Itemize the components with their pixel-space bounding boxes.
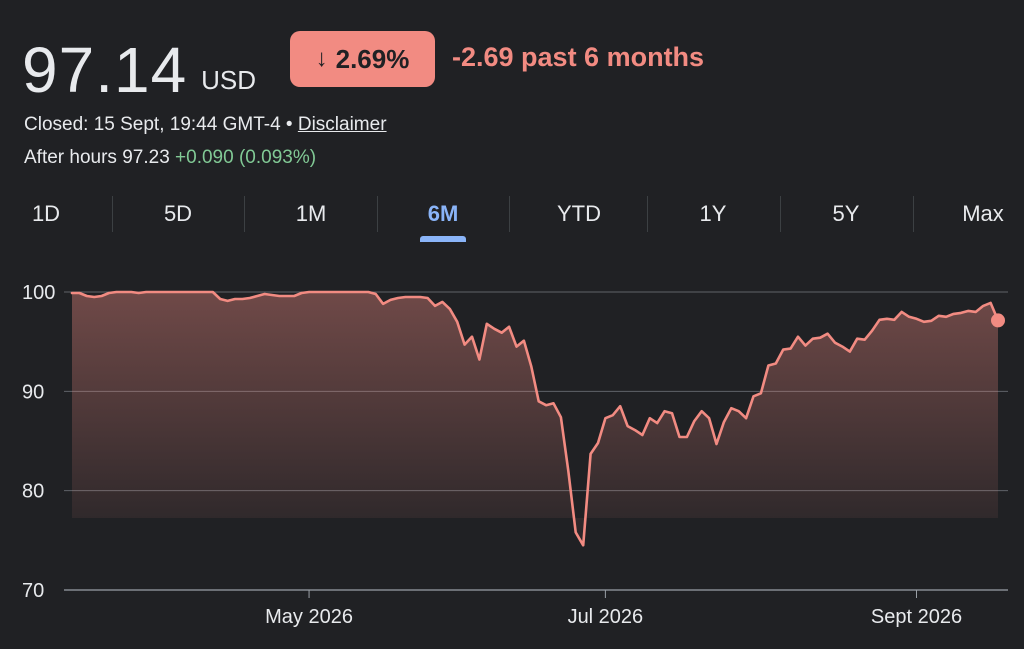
x-tick-label: Jul 2026 [568,606,644,628]
tab-6m[interactable]: 6M [427,201,459,226]
tab-divider [913,196,914,232]
current-price-point [991,313,1005,328]
after-hours-info: After hours 97.23 +0.090 (0.093%) [24,147,316,169]
tab-5d[interactable]: 5D [163,201,193,226]
price-area [72,292,998,546]
y-tick-label: 70 [22,580,44,602]
price-row: 97.14 USD [22,22,256,102]
x-axis: May 2026 Jul 2026 Sept 2026 [265,590,962,628]
tab-divider [377,196,378,232]
tab-5y[interactable]: 5Y [832,201,860,226]
tab-1d[interactable]: 1D [31,201,61,226]
currency-label: USD [201,65,257,95]
after-hours-change: +0.090 (0.093%) [175,147,317,168]
tab-ytd[interactable]: YTD [557,201,601,226]
price-chart[interactable]: 100 90 80 70 May 2026 Jul 2026 Sept 2026 [0,260,1024,649]
current-price: 97.14 [22,34,188,106]
tab-divider [780,196,781,232]
price-line [70,290,1000,547]
change-summary: -2.69 past 6 months [452,42,705,72]
disclaimer-link[interactable]: Disclaimer [297,114,387,135]
tab-divider [112,196,113,232]
tab-max[interactable]: Max [962,201,1004,226]
closed-text: Closed: 15 Sept, 19:44 GMT-4 • [24,114,293,135]
y-tick-label: 80 [22,481,44,503]
tab-1y[interactable]: 1Y [699,201,727,226]
tab-divider [647,196,648,232]
tab-divider [244,196,245,232]
change-percent: 2.69% [335,43,410,74]
active-tab-indicator [420,236,466,242]
y-axis-labels: 100 90 80 70 [22,282,55,602]
x-tick-label: May 2026 [265,606,353,628]
x-tick-label: Sept 2026 [871,606,962,628]
after-hours-label: After hours 97.23 [24,147,170,168]
y-tick-label: 90 [22,381,44,403]
y-tick-label: 100 [22,282,55,304]
range-tabs: 1D 5D 1M 6M YTD 1Y 5Y Max [0,192,1024,244]
arrow-down-icon: ↓ [315,45,328,72]
change-badge: ↓ 2.69% [290,31,435,87]
closed-info: Closed: 15 Sept, 19:44 GMT-4 • Disclaime… [24,114,387,136]
tab-1m[interactable]: 1M [295,201,327,226]
tab-divider [509,196,510,232]
